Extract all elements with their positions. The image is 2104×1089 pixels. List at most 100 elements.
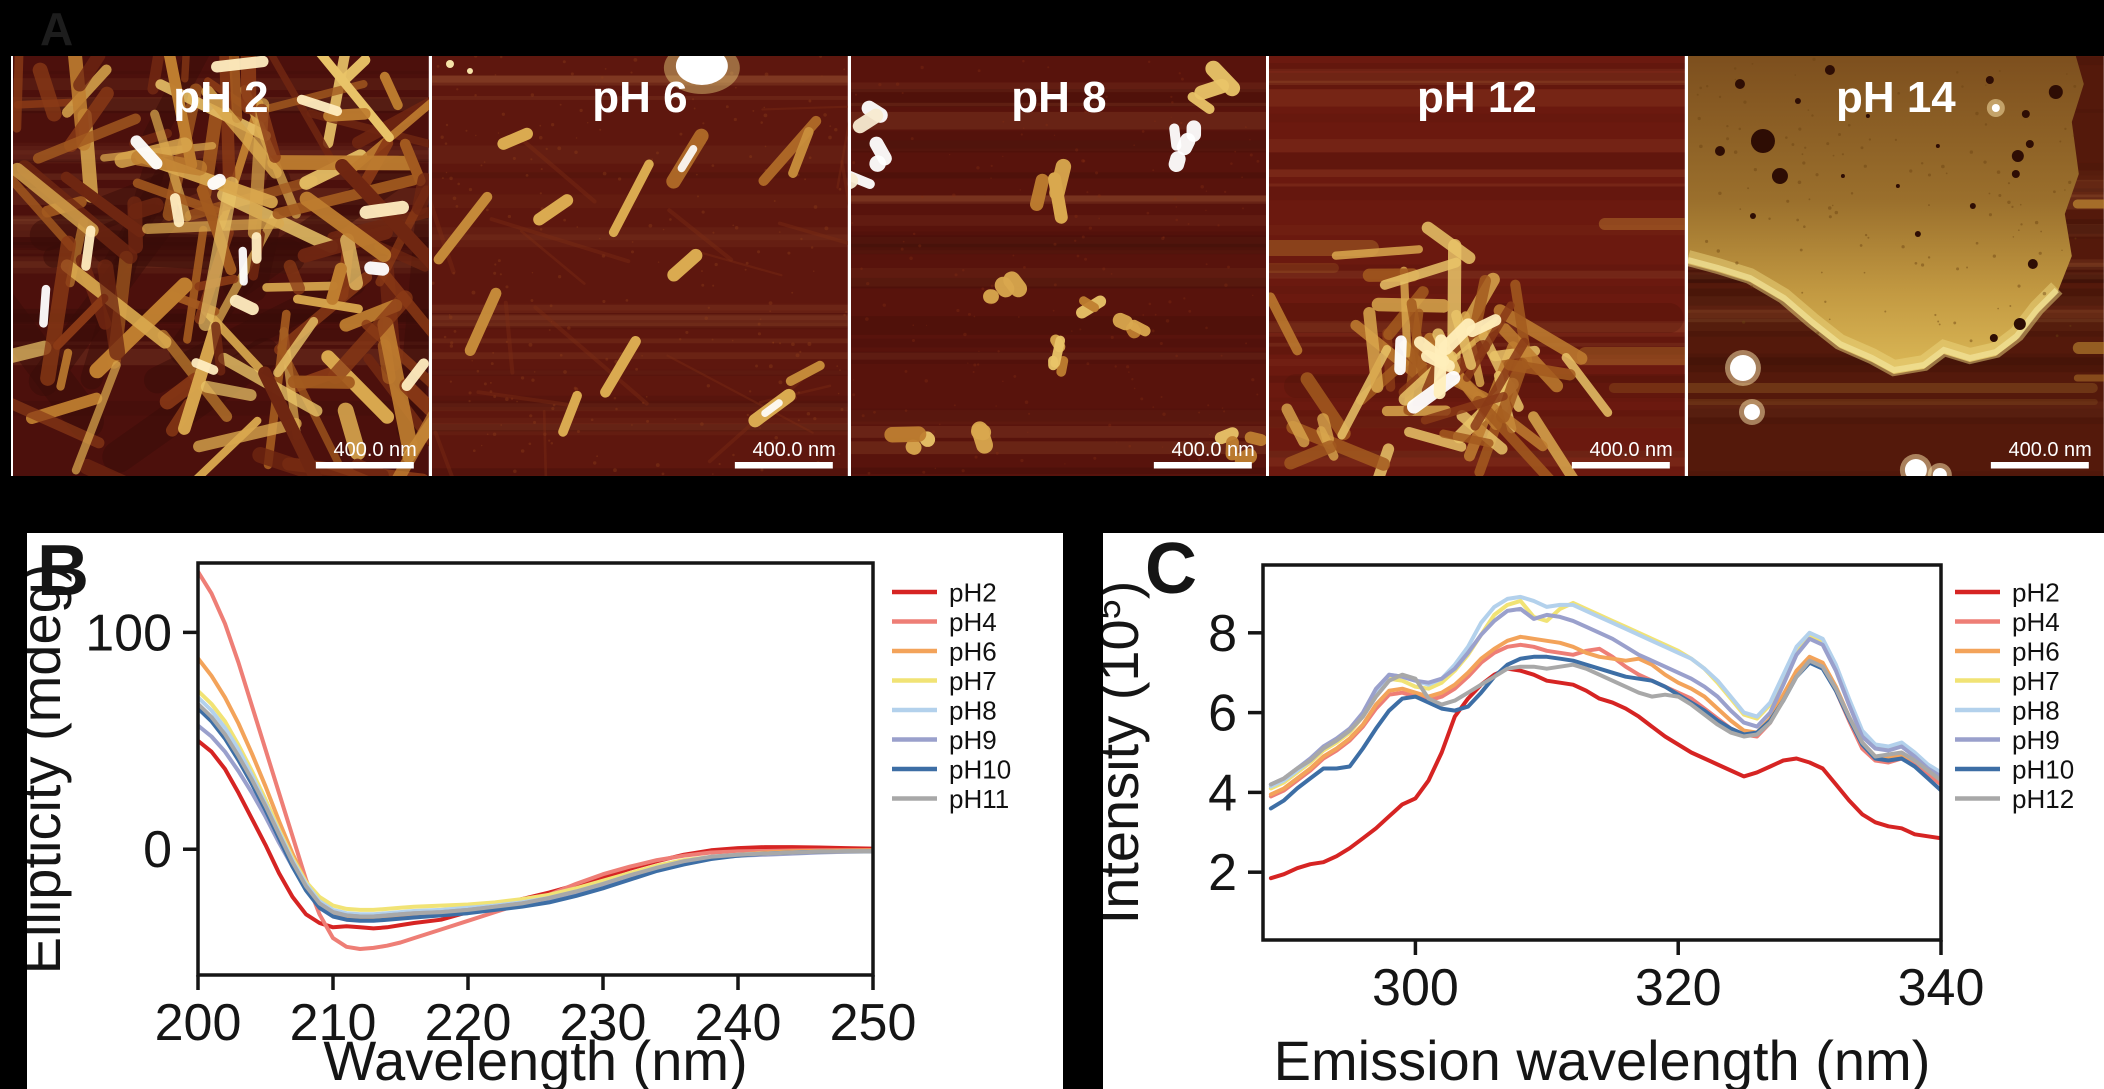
x-tick-label: 250 xyxy=(830,994,917,1052)
legend-label: pH2 xyxy=(2012,578,2060,608)
legend-entry: pH9 xyxy=(1955,725,2060,755)
x-tick-label: 320 xyxy=(1635,959,1722,1017)
afm-image-strip: pH 2 400.0 nm pH 6 400.0 nm pH 8 400.0 n… xyxy=(11,56,2104,476)
y-axis-title: Ellipticity (mdeg) xyxy=(27,564,72,975)
ph-label: pH 14 xyxy=(1836,73,1956,122)
legend-label: pH11 xyxy=(949,784,1009,814)
afm-micrograph-ph2: pH 2 400.0 nm xyxy=(13,56,429,476)
data-series-group xyxy=(198,569,873,951)
scale-bar xyxy=(315,462,414,469)
x-tick-label: 240 xyxy=(695,994,782,1052)
scale-bar-text: 400.0 nm xyxy=(1171,439,1254,461)
afm-texture xyxy=(1688,56,2104,476)
series-pH8 xyxy=(1268,594,1941,789)
scale-bar xyxy=(1153,462,1252,469)
series-pH11 xyxy=(198,701,873,919)
x-tick-label: 230 xyxy=(560,994,647,1052)
ph-label: pH 2 xyxy=(173,73,268,122)
scale-bar xyxy=(1572,462,1671,469)
afm-image-ph6: pH 6 400.0 nm xyxy=(431,56,848,476)
y-tick-label: 4 xyxy=(1208,764,1237,822)
cd-spectra-panel: 200 210 220 230 240 250 0 100 Wavelength (nm) Ell… xyxy=(27,533,1063,1089)
legend-entry: pH11 xyxy=(892,784,1009,814)
legend-entry: pH6 xyxy=(892,637,997,667)
plot-frame xyxy=(1261,563,1943,942)
panel-c-label: C xyxy=(1145,529,1197,609)
fluorescence-chart: 300 320 340 2 4 6 8 Emission wavelength (nm) Int… xyxy=(1103,563,2074,1089)
scale-bar-text: 400.0 nm xyxy=(2009,439,2092,461)
legend-label: pH9 xyxy=(2012,725,2060,755)
x-tick-label: 220 xyxy=(425,994,512,1052)
afm-micrograph-ph8: pH 8 400.0 nm xyxy=(850,56,1267,476)
x-axis-title: Emission wavelength (nm) xyxy=(1274,1029,1931,1089)
series-pH12 xyxy=(1268,658,1941,787)
afm-micrograph-ph14: pH 14 400.0 nm xyxy=(1688,56,2104,476)
legend-label: pH12 xyxy=(2012,784,2074,814)
legend-label: pH4 xyxy=(2012,607,2060,637)
x-tick-label: 200 xyxy=(155,994,242,1052)
legend-entry: pH6 xyxy=(1955,637,2060,667)
scale-bar-text: 400.0 nm xyxy=(333,439,416,461)
legend-entry: pH2 xyxy=(892,578,997,608)
afm-texture xyxy=(431,56,848,476)
legend-label: pH10 xyxy=(949,755,1011,785)
legend-entry: pH10 xyxy=(1955,755,2074,785)
legend-entry: pH10 xyxy=(892,755,1011,785)
y-tick-label: 0 xyxy=(143,821,172,879)
fluorescence-panel: 300 320 340 2 4 6 8 Emission wavelength (nm) Int… xyxy=(1103,533,2104,1089)
afm-image-ph12: pH 12 400.0 nm xyxy=(1269,56,1686,476)
legend-label: pH7 xyxy=(949,666,997,696)
legend-label: pH6 xyxy=(949,637,997,667)
series-pH2 xyxy=(1268,666,1941,881)
series-pH10 xyxy=(198,706,873,923)
scale-bar xyxy=(1991,462,2089,469)
series-pH4 xyxy=(1268,642,1941,799)
series-pH9 xyxy=(198,723,873,919)
panel-a-label: A xyxy=(40,3,74,55)
scale-bar-text: 400.0 nm xyxy=(1590,439,1673,461)
afm-image-ph8: pH 8 400.0 nm xyxy=(850,56,1267,476)
legend-label: pH6 xyxy=(2012,637,2060,667)
legend-label: pH9 xyxy=(949,725,997,755)
y-tick-label: 8 xyxy=(1208,605,1237,663)
legend-entry: pH12 xyxy=(1955,784,2074,814)
scale-bar-text: 400.0 nm xyxy=(752,439,835,461)
legend-entry: pH7 xyxy=(892,666,997,696)
legend-label: pH10 xyxy=(2012,755,2074,785)
plot-frame xyxy=(196,561,875,977)
x-tick-label: 210 xyxy=(290,994,377,1052)
legend-label: pH4 xyxy=(949,607,997,637)
scale-bar xyxy=(734,462,833,469)
legend-entry: pH4 xyxy=(892,607,997,637)
afm-image-ph14: pH 14 400.0 nm xyxy=(1688,56,2104,476)
afm-texture xyxy=(850,56,1267,476)
legend-entry: pH2 xyxy=(1955,578,2060,608)
legend-entry: pH8 xyxy=(892,696,997,726)
y-tick-label: 100 xyxy=(85,604,172,662)
legend-entry: pH4 xyxy=(1955,607,2060,637)
ph-label: pH 12 xyxy=(1417,73,1537,122)
afm-texture xyxy=(1269,56,1686,476)
legend-label: pH7 xyxy=(2012,666,2060,696)
afm-image-ph2: pH 2 400.0 nm xyxy=(13,56,429,476)
legend-entry: pH7 xyxy=(1955,666,2060,696)
cd-spectra-chart: 200 210 220 230 240 250 0 100 Wavelength (nm) Ell… xyxy=(27,561,1011,1089)
panel-b-label: B xyxy=(37,531,89,611)
y-tick-label: 6 xyxy=(1208,685,1237,743)
afm-micrograph-ph6: pH 6 400.0 nm xyxy=(431,56,848,476)
data-series-group xyxy=(1268,594,1941,881)
afm-texture xyxy=(13,56,429,476)
legend-entry: pH9 xyxy=(892,725,997,755)
legend-label: pH8 xyxy=(949,696,997,726)
series-pH4 xyxy=(198,569,873,951)
legend-entry: pH8 xyxy=(1955,696,2060,726)
x-axis-title: Wavelength (nm) xyxy=(323,1029,747,1089)
series-pH2 xyxy=(198,738,873,931)
legend-label: pH8 xyxy=(2012,696,2060,726)
x-tick-label: 300 xyxy=(1372,959,1459,1017)
ph-label: pH 6 xyxy=(592,73,687,122)
x-tick-label: 340 xyxy=(1898,959,1985,1017)
afm-micrograph-ph12: pH 12 400.0 nm xyxy=(1269,56,1686,476)
y-tick-label: 2 xyxy=(1208,844,1237,902)
